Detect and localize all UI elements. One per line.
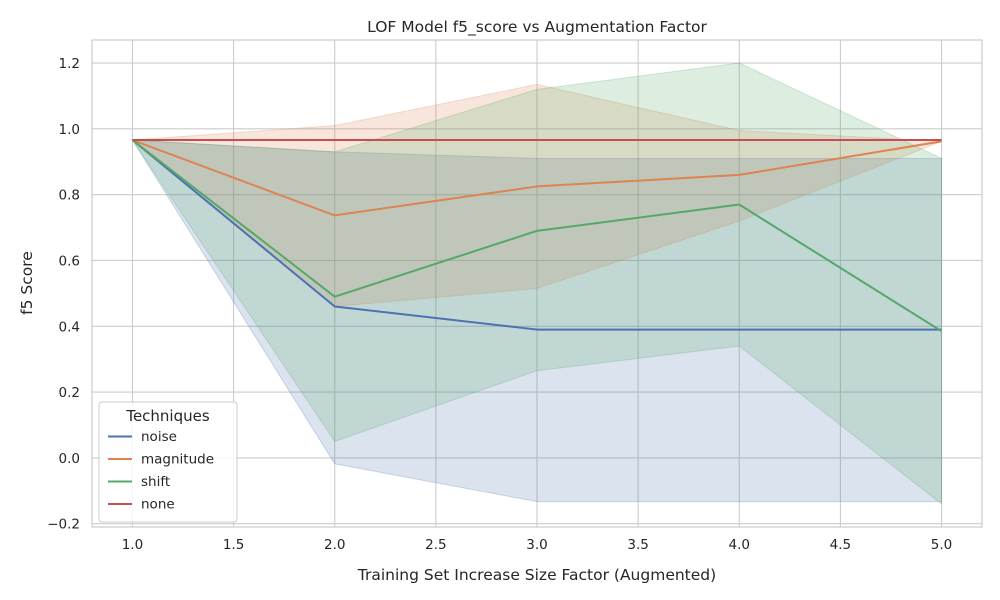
line-shift [131,139,943,333]
x-tick-label: 2.0 [324,537,345,553]
y-tick-label: 0.8 [59,188,80,204]
series-lines [131,139,943,333]
chart-title: LOF Model f5_score vs Augmentation Facto… [367,18,707,37]
x-tick-label: 1.5 [223,537,244,553]
x-tick-label: 4.0 [729,537,750,553]
y-tick-label: 0.0 [59,451,80,467]
y-tick-label: −0.2 [47,517,80,533]
y-axis-label: f5 Score [18,251,36,315]
x-tick-labels: 1.0 1.5 2.0 2.5 3.0 3.5 4.0 4.5 5.0 [122,537,953,553]
grid [92,40,982,527]
y-tick-labels: −0.2 0.0 0.2 0.4 0.6 0.8 1.0 1.2 [47,56,80,533]
line-magnitude [132,139,942,217]
legend-label-noise: noise [141,429,177,445]
x-tick-label: 5.0 [931,537,952,553]
legend-label-shift: shift [141,474,170,490]
plot-frame [91,39,983,528]
x-tick-label: 3.0 [526,537,547,553]
x-tick-label: 1.0 [122,537,143,553]
x-tick-label: 3.5 [627,537,648,553]
y-tick-label: 0.4 [59,319,80,335]
legend-items: noise magnitude shift none [108,429,214,513]
x-axis-label: Training Set Increase Size Factor (Augme… [357,566,716,584]
y-tick-label: 0.6 [59,253,80,269]
line-noise [131,139,942,331]
y-tick-label: 1.2 [59,56,80,72]
y-tick-label: 0.2 [59,385,80,401]
legend: Techniques noise magnitude shift none [98,401,238,523]
legend-title: Techniques [125,407,210,425]
legend-label-magnitude: magnitude [141,452,214,468]
legend-box [98,401,238,523]
y-tick-label: 1.0 [59,122,80,138]
x-tick-label: 2.5 [425,537,446,553]
x-tick-label: 4.5 [830,537,851,553]
legend-label-none: none [141,497,175,513]
